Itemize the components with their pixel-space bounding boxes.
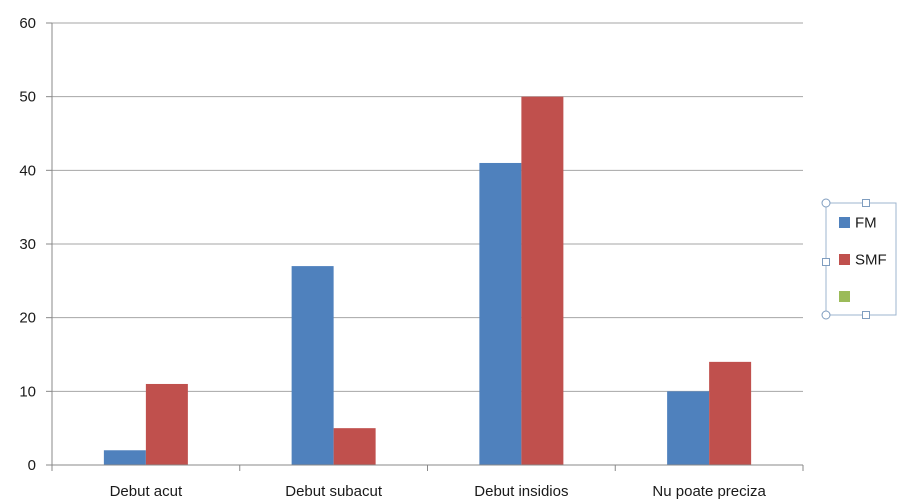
bar-smf-3 bbox=[709, 361, 752, 465]
legend-resize-handle[interactable] bbox=[862, 199, 870, 207]
legend-resize-handle[interactable] bbox=[862, 311, 870, 319]
y-tick-label: 50 bbox=[19, 89, 36, 106]
y-tick-label: 40 bbox=[19, 162, 36, 179]
legend-label: FM bbox=[855, 215, 877, 232]
bar-smf-0 bbox=[145, 383, 188, 465]
y-axis-tick-labels: 0 10 20 30 40 50 60 bbox=[19, 15, 36, 474]
y-tick-label: 10 bbox=[19, 383, 36, 400]
legend-swatch bbox=[839, 254, 850, 265]
legend-resize-handle[interactable] bbox=[821, 310, 831, 320]
legend-label: SMF bbox=[855, 252, 887, 269]
gridlines bbox=[52, 22, 803, 392]
axes bbox=[46, 22, 804, 471]
bar-fm-1 bbox=[291, 266, 334, 465]
bar-fm-3 bbox=[667, 391, 710, 465]
bar-smf-1 bbox=[333, 428, 376, 465]
bar-fm-2 bbox=[479, 162, 522, 465]
x-tick-label: Debut insidios bbox=[474, 483, 568, 500]
y-tick-label: 0 bbox=[28, 457, 36, 474]
x-tick-label: Debut acut bbox=[110, 483, 183, 500]
legend-swatch bbox=[839, 217, 850, 228]
bar-fm-0 bbox=[103, 450, 146, 465]
legend[interactable]: FM SMF bbox=[821, 198, 897, 320]
y-tick-label: 20 bbox=[19, 310, 36, 327]
bars bbox=[103, 96, 752, 466]
x-tick-label: Nu poate preciza bbox=[652, 483, 766, 500]
legend-resize-handle[interactable] bbox=[822, 258, 830, 266]
y-tick-label: 60 bbox=[19, 15, 36, 32]
y-tick-label: 30 bbox=[19, 236, 36, 253]
legend-swatch bbox=[839, 291, 850, 302]
bar-smf-2 bbox=[521, 96, 564, 466]
legend-resize-handle[interactable] bbox=[821, 198, 831, 208]
x-axis-tick-labels: Debut acut Debut subacut Debut insidios Nu … bbox=[110, 483, 767, 500]
x-tick-label: Debut subacut bbox=[285, 483, 383, 500]
